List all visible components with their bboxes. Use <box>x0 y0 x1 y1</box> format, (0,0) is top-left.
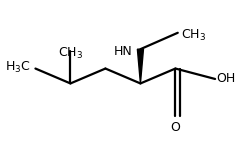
Text: O: O <box>170 121 180 134</box>
Text: CH$_3$: CH$_3$ <box>58 45 83 60</box>
Text: OH: OH <box>216 72 235 85</box>
Polygon shape <box>137 49 144 83</box>
Text: H$_3$C: H$_3$C <box>5 60 31 75</box>
Text: CH$_3$: CH$_3$ <box>181 28 206 43</box>
Text: HN: HN <box>114 45 132 58</box>
